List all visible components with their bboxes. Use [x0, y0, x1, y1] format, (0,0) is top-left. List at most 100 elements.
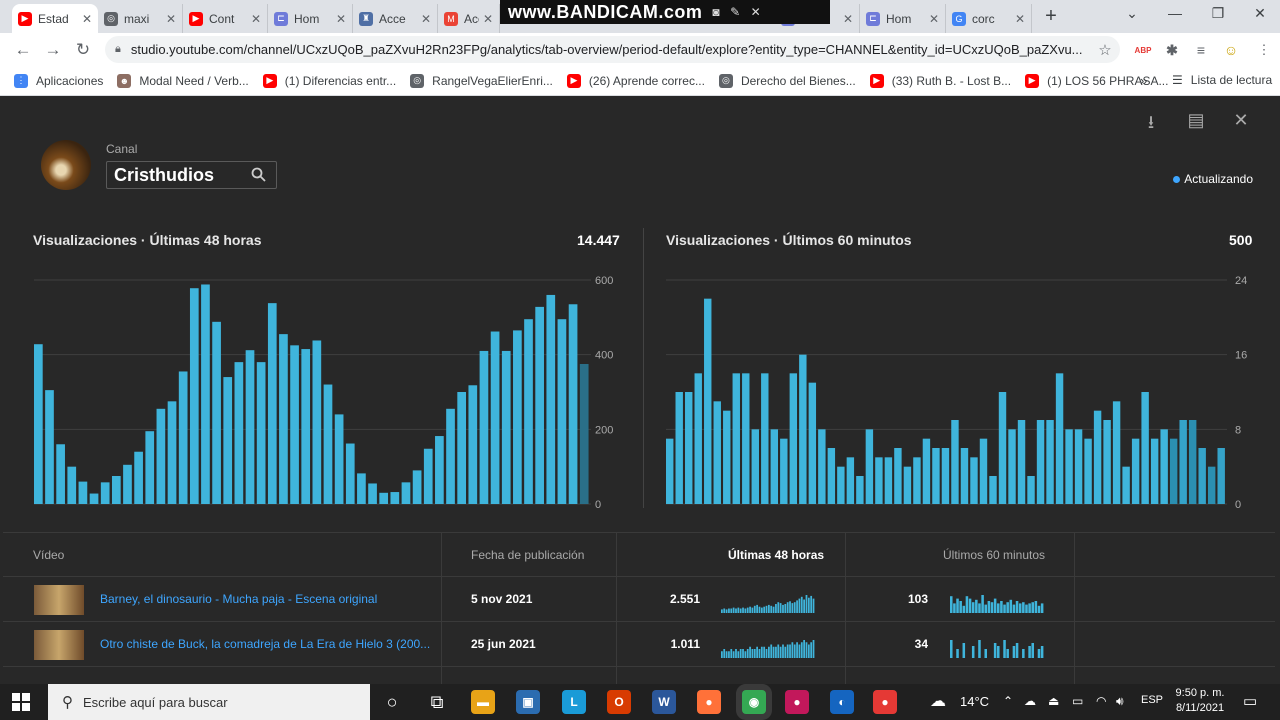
address-bar[interactable]: 🔒︎ studio.youtube.com/channel/UCxzUQoB_p… [105, 36, 1120, 63]
video-thumbnail[interactable] [34, 585, 84, 615]
chart-bar[interactable] [903, 466, 912, 504]
reload-button[interactable]: ↻ [75, 39, 91, 59]
chart-bar[interactable] [234, 362, 244, 504]
chart-bar[interactable] [468, 385, 478, 504]
chart-bar[interactable] [1188, 420, 1197, 504]
chart-bar[interactable] [865, 429, 874, 504]
chart-bar[interactable] [490, 331, 500, 504]
chart-bar[interactable] [723, 410, 731, 504]
chart-bar[interactable] [799, 354, 807, 504]
chart-bar[interactable] [279, 334, 288, 504]
chart-bar[interactable] [513, 330, 522, 504]
video-thumbnail[interactable] [34, 630, 84, 660]
download-icon[interactable]: ⭳ [1147, 112, 1155, 132]
taskbar-search-input[interactable]: ⚲ Escribe aquí para buscar [48, 684, 370, 720]
chart-bar[interactable] [1093, 410, 1102, 504]
chart-bar[interactable] [951, 420, 959, 504]
col-date[interactable]: Fecha de publicación [471, 548, 585, 562]
browser-tab[interactable]: M Acce✕ [438, 4, 500, 33]
chart-bar[interactable] [856, 476, 864, 504]
chart-bar[interactable] [1065, 429, 1073, 504]
language-indicator[interactable]: ESP [1141, 694, 1164, 706]
chart-bar[interactable] [301, 349, 311, 504]
chart-bar[interactable] [818, 429, 826, 504]
tab-close-icon[interactable]: ✕ [842, 11, 853, 26]
col-last48[interactable]: Últimas 48 horas [728, 548, 825, 562]
bookmark-item[interactable]: ⋮ Aplicaciones [14, 73, 103, 88]
chart-bar[interactable] [557, 319, 567, 504]
chart-bar[interactable] [312, 340, 322, 504]
chart-bar[interactable] [761, 373, 769, 504]
chart-bar[interactable] [178, 371, 188, 504]
chart-bar[interactable] [535, 306, 544, 504]
bookmark-item[interactable]: ☻ Modal Need / Verb... [117, 73, 249, 88]
system-clock[interactable]: 9:50 p. m. 8/11/2021 [1168, 686, 1232, 716]
tab-close-icon[interactable]: ✕ [928, 11, 939, 26]
chart-bar[interactable] [390, 492, 400, 504]
tab-close-icon[interactable]: ✕ [165, 11, 176, 26]
chart-bar[interactable] [1141, 392, 1149, 504]
chart-bar[interactable] [435, 436, 444, 504]
col-last60[interactable]: Últimos 60 minutos [943, 548, 1046, 562]
chart-bar[interactable] [704, 298, 712, 504]
close-icon[interactable]: ✕ [1233, 110, 1249, 130]
chart-bar[interactable] [894, 448, 902, 504]
close-icon[interactable]: ✕ [750, 5, 762, 19]
bookmark-item[interactable]: ▶ (26) Aprende correc... [566, 73, 705, 88]
chart-bar[interactable] [1017, 420, 1026, 504]
tab-close-icon[interactable]: ✕ [81, 11, 92, 26]
lock-icon[interactable]: 🔒︎ [115, 43, 121, 55]
chart-bar[interactable] [546, 294, 556, 504]
chart-bar[interactable] [694, 373, 702, 504]
chart-bar[interactable] [56, 444, 65, 504]
chart-bar[interactable] [568, 304, 578, 504]
chart-bar[interactable] [457, 392, 467, 504]
bookmark-item[interactable]: ◎ RangelVegaElierEnri... [410, 73, 553, 88]
word-icon[interactable]: W [652, 690, 676, 714]
browser-tab[interactable]: ⊏ Hom ✕ [268, 4, 353, 33]
reading-list-button[interactable]: ☰ Lista de lectura [1172, 73, 1272, 87]
chart-bar[interactable] [323, 384, 333, 504]
chart-bar[interactable] [1169, 438, 1178, 504]
chart-bar[interactable] [1207, 466, 1216, 504]
record-icon[interactable]: ● [873, 690, 897, 714]
chart-bar[interactable] [156, 408, 166, 504]
chart-bar[interactable] [979, 438, 988, 504]
video-title-link[interactable]: Otro chiste de Buck, la comadreja de La … [100, 637, 430, 651]
chart-bar[interactable] [998, 392, 1007, 504]
chart-bar[interactable] [780, 438, 788, 504]
chart-bar[interactable] [579, 364, 589, 504]
firefox-icon[interactable]: ● [697, 690, 721, 714]
chart-bar[interactable] [837, 466, 845, 504]
chart-bar[interactable] [1160, 429, 1168, 504]
weather-icon[interactable]: ☁ [930, 693, 946, 710]
notifications-icon[interactable]: ▭ [1243, 693, 1258, 710]
table-row[interactable]: Barney, el dinosaurio - Mucha paja - Esc… [3, 577, 1275, 622]
chart-bar[interactable] [742, 373, 750, 504]
browser-tab[interactable]: ⊏ Hom ✕ [860, 4, 946, 33]
chart-bar[interactable] [212, 321, 221, 504]
chart-bar[interactable] [666, 438, 674, 504]
chart-last-60-minutes[interactable]: 0 8 16 24 [3, 96, 1275, 684]
chart-bar[interactable] [1103, 420, 1111, 504]
store-icon[interactable]: ▣ [516, 690, 540, 714]
chart-bar[interactable] [145, 431, 155, 504]
chart-last-48-hours[interactable]: 0 200 400 600 [3, 96, 1275, 684]
chart-bar[interactable] [1008, 429, 1016, 504]
chart-bar[interactable] [875, 457, 883, 504]
video-title-link[interactable]: Barney, el dinosaurio - Mucha paja - Esc… [100, 592, 378, 606]
onedrive-icon[interactable]: ☁ [1024, 694, 1036, 708]
abp-icon[interactable]: ABP [1134, 45, 1152, 55]
chart-bar[interactable] [67, 466, 77, 504]
profile-icon[interactable]: ☺ [1223, 42, 1239, 58]
tab-close-icon[interactable]: ✕ [482, 11, 493, 26]
chart-bar[interactable] [412, 470, 422, 504]
wifi-icon[interactable]: ◠ [1096, 694, 1107, 708]
chart-bar[interactable] [1179, 420, 1187, 504]
chart-bar[interactable] [524, 319, 533, 504]
url-text[interactable]: studio.youtube.com/channel/UCxzUQoB_paZX… [130, 42, 1083, 57]
chart-bar[interactable] [1217, 448, 1225, 504]
chart-bar[interactable] [827, 448, 836, 504]
globe-app-icon[interactable]: ◐ [830, 690, 854, 714]
chart-bar[interactable] [1055, 373, 1064, 504]
